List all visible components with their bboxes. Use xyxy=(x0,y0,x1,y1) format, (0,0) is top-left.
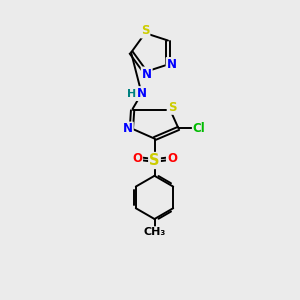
Text: O: O xyxy=(167,152,177,166)
Text: Cl: Cl xyxy=(193,122,206,135)
Text: N: N xyxy=(142,68,152,80)
Text: S: S xyxy=(141,25,149,38)
Text: N: N xyxy=(167,58,177,71)
Text: S: S xyxy=(168,101,176,114)
Text: H: H xyxy=(128,88,136,99)
Text: S: S xyxy=(149,153,160,168)
Text: N: N xyxy=(123,122,133,136)
Text: N: N xyxy=(136,87,147,100)
Text: O: O xyxy=(132,152,142,166)
Text: CH₃: CH₃ xyxy=(143,227,166,237)
